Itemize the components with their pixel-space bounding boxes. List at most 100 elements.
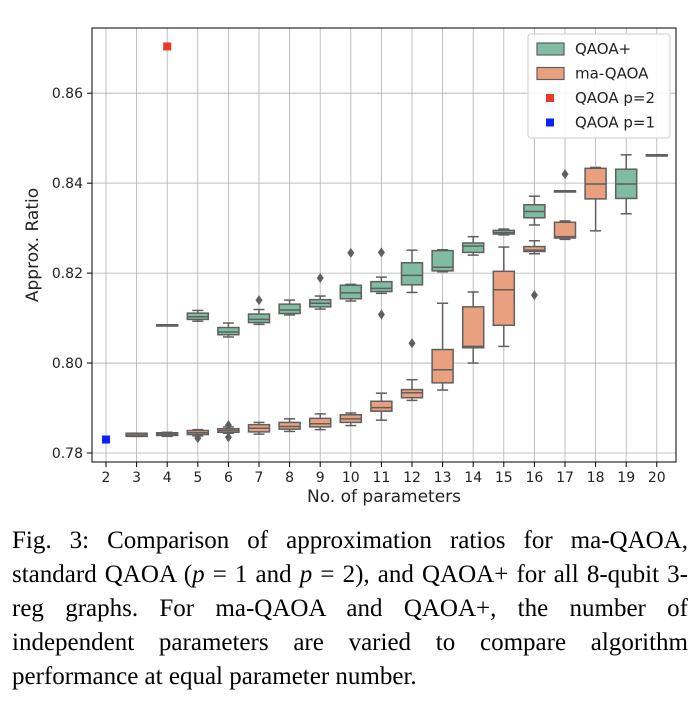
x-tick-label: 20	[648, 470, 666, 486]
x-tick-label: 10	[342, 470, 360, 486]
box-ma-QAOA-12	[400, 338, 424, 402]
box-QAOA+-8	[278, 299, 301, 316]
caption-part3: = 2), and QAOA+ for all 8-qubit 3-reg gr…	[12, 561, 688, 690]
outlier-marker	[194, 433, 202, 444]
x-axis-label: No. of parameters	[307, 487, 461, 507]
x-tick-label: 4	[163, 470, 172, 486]
legend-label-QAOA+: QAOA+	[575, 40, 631, 58]
legend-swatch-ma-QAOA	[536, 66, 565, 81]
x-tick-label: 17	[556, 470, 574, 486]
box-ma-QAOA-16	[523, 239, 546, 301]
y-tick-label: 0.78	[52, 446, 83, 462]
legend-swatch-QAOA p=1	[546, 118, 554, 127]
x-tick-label: 16	[525, 470, 543, 486]
legend-box	[527, 33, 671, 139]
outlier-marker	[224, 420, 232, 431]
box-ma-QAOA-7	[247, 421, 271, 435]
box-QAOA+-7	[247, 295, 271, 326]
box-body	[431, 348, 454, 384]
legend: QAOA+ ma-QAOA QAOA p=2 QAOA p=1	[527, 33, 671, 139]
series-QAOA+	[155, 154, 669, 338]
box-QAOA+-14	[461, 235, 485, 256]
box-QAOA+-20	[645, 154, 669, 157]
box-body	[400, 388, 424, 399]
outlier-marker	[561, 169, 569, 180]
box-ma-QAOA-3	[125, 432, 148, 438]
outlier-marker	[408, 338, 416, 349]
y-tick-label: 0.80	[52, 356, 83, 372]
outlier-marker	[347, 247, 355, 258]
x-tick-label: 14	[464, 470, 482, 486]
box-body	[339, 284, 363, 300]
box-ma-QAOA-13	[431, 302, 454, 391]
box-body	[278, 303, 301, 315]
box-QAOA+-4	[155, 324, 179, 327]
box-QAOA+-16	[523, 195, 546, 226]
x-tick-label: 6	[224, 470, 233, 486]
caption-part2: = 1 and	[204, 561, 300, 588]
figure-caption: Fig. 3: Comparison of approximation rati…	[12, 524, 688, 694]
box-ma-QAOA-18	[584, 166, 607, 232]
legend-swatch-QAOA+	[536, 42, 565, 56]
x-tick-label: 18	[587, 470, 605, 486]
x-tick-label: 15	[495, 470, 513, 486]
box-QAOA+-10	[339, 247, 363, 302]
box-body	[431, 249, 454, 272]
box-QAOA+-15	[492, 228, 516, 236]
x-axis-ticks: 2 3 4 5 6 7 8 9 10 11 12 13 14 15 16 17 18 19 20	[102, 462, 666, 486]
y-axis-label: Approx. Ratio	[23, 188, 43, 302]
box-QAOA+-19	[614, 154, 638, 215]
box-ma-QAOA-9	[308, 413, 332, 431]
box-body	[217, 326, 240, 336]
outlier-marker	[316, 273, 324, 284]
x-tick-label: 7	[255, 470, 264, 486]
x-tick-label: 8	[285, 470, 294, 486]
x-tick-label: 9	[316, 470, 325, 486]
point-QAOA p=1	[102, 435, 110, 444]
x-tick-label: 19	[617, 470, 635, 486]
box-ma-QAOA-6	[217, 420, 240, 443]
box-body	[461, 306, 485, 349]
box-body	[461, 242, 485, 254]
point-QAOA p=2	[163, 42, 172, 51]
box-QAOA+-11	[370, 247, 393, 320]
box-body	[553, 221, 577, 239]
point-series	[102, 42, 172, 444]
y-axis-ticks: 0.78 0.80 0.82 0.84 0.86	[52, 86, 92, 462]
box-series	[125, 154, 669, 444]
y-tick-label: 0.86	[52, 86, 83, 102]
legend-swatch-QAOA p=2	[546, 94, 554, 102]
box-QAOA+-13	[431, 248, 454, 273]
box-ma-QAOA-14	[461, 291, 485, 364]
x-tick-label: 13	[434, 470, 452, 486]
caption-p-symbol-1: p	[192, 561, 205, 588]
outlier-marker	[377, 247, 385, 258]
x-tick-label: 12	[403, 470, 421, 486]
x-tick-label: 3	[132, 470, 141, 486]
box-body	[370, 280, 393, 293]
outlier-marker	[255, 295, 263, 306]
box-ma-QAOA-17	[553, 220, 577, 241]
boxplot-chart: 0.78 0.80 0.82 0.84 0.86 2 3 4 5 6 7 8 9 10 11 12 13 14 1…	[23, 27, 677, 507]
legend-label-QAOA p=1: QAOA p=1	[575, 114, 655, 132]
outlier-marker	[377, 309, 385, 320]
box-ma-QAOA-15	[492, 246, 516, 348]
box-QAOA+-6	[217, 322, 240, 338]
box-ma-QAOA-5	[186, 428, 210, 444]
caption-part1: Fig. 3: Comparison of approximation rati…	[12, 527, 688, 588]
box-body	[400, 262, 424, 286]
x-tick-label: 11	[372, 470, 390, 486]
box-QAOA+-5	[186, 309, 210, 322]
plot-frame	[91, 27, 677, 463]
box-body	[492, 270, 516, 327]
box-QAOA+-9	[308, 273, 332, 310]
y-tick-label: 0.84	[52, 176, 83, 192]
legend-label-QAOA p=2: QAOA p=2	[575, 89, 655, 107]
outlier-marker	[224, 432, 232, 443]
box-QAOA+-17	[553, 169, 577, 193]
box-body	[308, 417, 332, 428]
box-body	[247, 313, 271, 324]
outlier-marker	[530, 290, 538, 301]
caption-p-symbol-2: p	[299, 561, 313, 588]
series-ma-QAOA	[125, 166, 607, 444]
